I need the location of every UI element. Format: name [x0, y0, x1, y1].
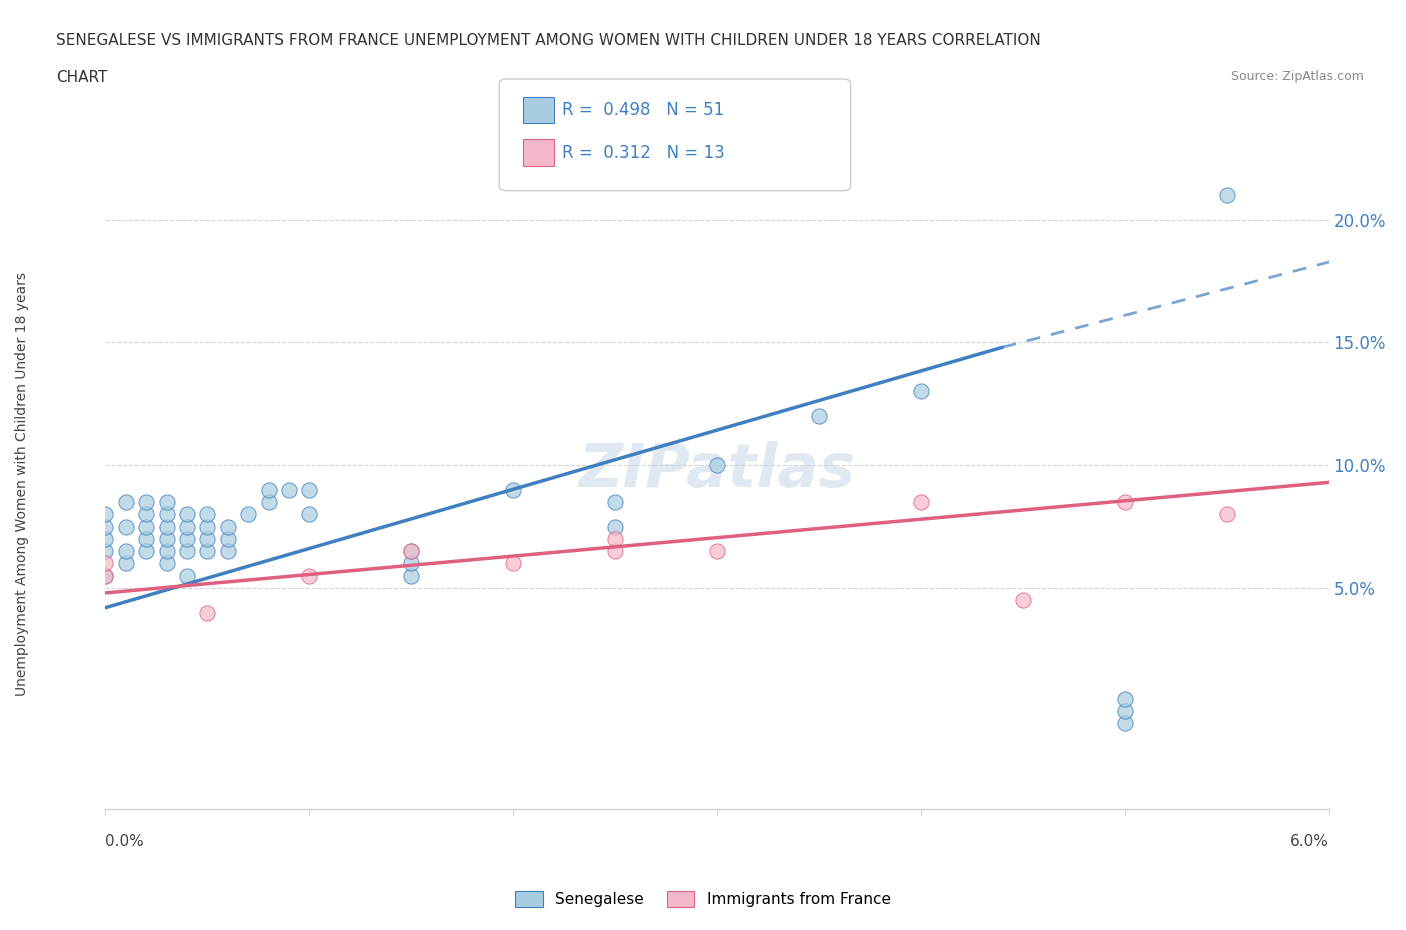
Point — [135, 544, 157, 559]
Point — [217, 544, 239, 559]
Point — [195, 605, 219, 620]
Point — [176, 507, 198, 522]
Point — [706, 458, 728, 472]
Point — [1114, 495, 1136, 510]
Point — [135, 507, 157, 522]
Text: R =  0.498   N = 51: R = 0.498 N = 51 — [562, 100, 724, 119]
Point — [176, 519, 198, 534]
Point — [706, 544, 728, 559]
Point — [605, 531, 627, 546]
Point — [195, 531, 219, 546]
Text: Source: ZipAtlas.com: Source: ZipAtlas.com — [1230, 70, 1364, 83]
Point — [807, 408, 830, 423]
Point — [176, 531, 198, 546]
Point — [1011, 592, 1033, 607]
Point — [155, 507, 177, 522]
Text: ZIPatlas: ZIPatlas — [578, 441, 856, 500]
Point — [135, 495, 157, 510]
Point — [135, 519, 157, 534]
Point — [605, 544, 627, 559]
Point — [115, 519, 138, 534]
Point — [195, 519, 219, 534]
Point — [195, 507, 219, 522]
Point — [115, 544, 138, 559]
Point — [115, 556, 138, 571]
Point — [94, 531, 117, 546]
Text: 6.0%: 6.0% — [1289, 834, 1329, 849]
Point — [298, 483, 321, 498]
Point — [94, 507, 117, 522]
Text: SENEGALESE VS IMMIGRANTS FROM FRANCE UNEMPLOYMENT AMONG WOMEN WITH CHILDREN UNDE: SENEGALESE VS IMMIGRANTS FROM FRANCE UNE… — [56, 33, 1040, 47]
Point — [176, 568, 198, 583]
Point — [1215, 507, 1237, 522]
Point — [401, 544, 423, 559]
Point — [1215, 188, 1237, 203]
Point — [401, 568, 423, 583]
Text: R =  0.312   N = 13: R = 0.312 N = 13 — [562, 143, 725, 162]
Point — [195, 544, 219, 559]
Point — [605, 495, 627, 510]
Point — [155, 544, 177, 559]
Point — [502, 556, 524, 571]
Point — [910, 495, 932, 510]
Point — [605, 519, 627, 534]
Point — [298, 568, 321, 583]
Text: 0.0%: 0.0% — [105, 834, 145, 849]
Point — [155, 519, 177, 534]
Point — [94, 568, 117, 583]
Point — [176, 544, 198, 559]
Legend: Senegalese, Immigrants from France: Senegalese, Immigrants from France — [509, 884, 897, 913]
Point — [236, 507, 259, 522]
Point — [135, 531, 157, 546]
Point — [94, 544, 117, 559]
Text: CHART: CHART — [56, 70, 108, 85]
Point — [278, 483, 301, 498]
Point — [115, 495, 138, 510]
Point — [94, 556, 117, 571]
Point — [155, 531, 177, 546]
Text: Unemployment Among Women with Children Under 18 years: Unemployment Among Women with Children U… — [15, 272, 30, 696]
Point — [502, 483, 524, 498]
Point — [910, 384, 932, 399]
Point — [155, 556, 177, 571]
Point — [94, 568, 117, 583]
Point — [217, 531, 239, 546]
Point — [1114, 703, 1136, 718]
Point — [298, 507, 321, 522]
Point — [217, 519, 239, 534]
Point — [401, 556, 423, 571]
Point — [1114, 716, 1136, 731]
Point — [401, 544, 423, 559]
Point — [1114, 691, 1136, 706]
Point — [257, 495, 280, 510]
Point — [155, 495, 177, 510]
Point — [94, 519, 117, 534]
Point — [257, 483, 280, 498]
